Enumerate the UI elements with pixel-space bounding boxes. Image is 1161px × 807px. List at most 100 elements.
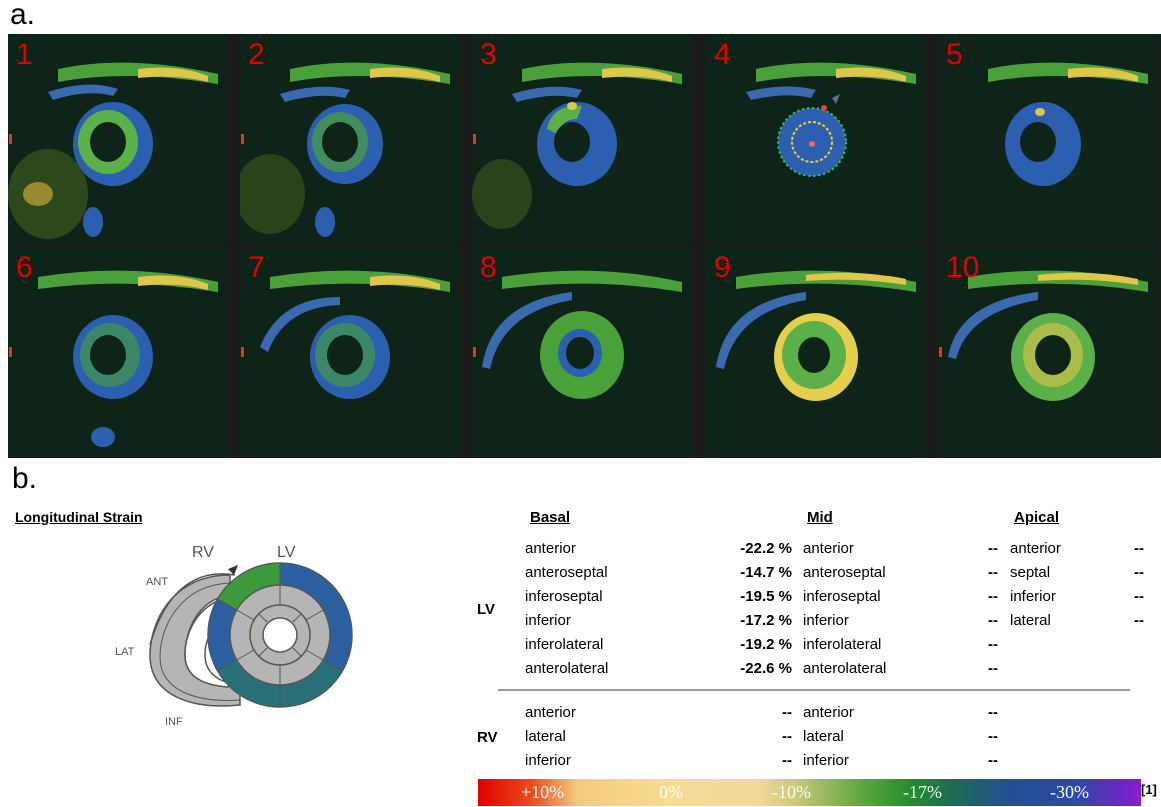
tile-number: 8 <box>480 251 497 284</box>
strain-image-7[interactable]: 7 <box>240 247 460 457</box>
tile-number: 6 <box>16 251 33 284</box>
strain-image-graphic <box>706 34 926 244</box>
rv-row-label: RV <box>477 729 498 746</box>
basal-strain-value: -- <box>782 704 792 721</box>
strain-image-9[interactable]: 9 <box>706 247 926 457</box>
tile-number: 1 <box>16 38 33 71</box>
basal-segment-name: anteroseptal <box>525 564 608 581</box>
basal-strain-value: -14.7 % <box>740 564 792 581</box>
basal-segment-name: lateral <box>525 728 566 745</box>
tile-edge-marker <box>241 134 244 144</box>
tile-number: 4 <box>714 38 731 71</box>
table-divider <box>498 689 1130 691</box>
strain-image-5[interactable]: 5 <box>938 34 1158 244</box>
apical-segment-name: anterior <box>1010 540 1061 557</box>
basal-segment-name: inferolateral <box>525 636 604 653</box>
tile-edge-marker <box>939 347 942 357</box>
bullseye-diagram: RV LV ANT LAT INF <box>115 544 353 728</box>
mid-strain-value: -- <box>988 636 998 653</box>
strain-image-8[interactable]: 8 <box>472 247 692 457</box>
apical-segment-name: lateral <box>1010 612 1051 629</box>
mid-segment-name: anteroseptal <box>803 564 886 581</box>
scale-reference: [1] <box>1141 782 1157 797</box>
rv-ant-label: ANT <box>146 576 168 588</box>
scale-label: -10% <box>772 782 811 802</box>
tile-number: 3 <box>480 38 497 71</box>
apical-strain-value: -- <box>1134 564 1144 581</box>
basal-strain-value: -19.2 % <box>740 636 792 653</box>
basal-strain-value: -22.2 % <box>740 540 792 557</box>
strain-image-3[interactable]: 3 <box>472 34 692 244</box>
rv-inf-label: INF <box>165 716 183 728</box>
strain-image-graphic <box>706 247 926 457</box>
color-scale-bar <box>478 779 1141 806</box>
strain-image-graphic <box>472 247 692 457</box>
strain-image-6[interactable]: 6 <box>8 247 228 457</box>
mid-segment-name: anterior <box>803 704 854 721</box>
strain-title: Longitudinal Strain <box>15 509 143 525</box>
strain-image-graphic <box>938 34 1158 244</box>
rv-lat-label: LAT <box>115 646 135 658</box>
header-mid: Mid <box>807 509 833 526</box>
scale-label: 0% <box>659 782 683 802</box>
strain-image-4[interactable]: 4 <box>706 34 926 244</box>
header-basal: Basal <box>530 509 571 526</box>
basal-segment-name: anterolateral <box>525 660 609 677</box>
basal-strain-value: -22.6 % <box>740 660 792 677</box>
tile-number: 10 <box>946 251 980 284</box>
image-grid: 1 2 3 <box>8 34 1161 458</box>
mid-segment-name: inferior <box>803 752 849 769</box>
tile-number: 5 <box>946 38 963 71</box>
mid-strain-value: -- <box>988 540 998 557</box>
mid-segment-name: anterolateral <box>803 660 887 677</box>
strain-image-graphic <box>240 34 460 244</box>
mid-strain-value: -- <box>988 660 998 677</box>
basal-strain-value: -- <box>782 752 792 769</box>
strain-image-1[interactable]: 1 <box>8 34 228 244</box>
apical-strain-value: -- <box>1134 612 1144 629</box>
lv-apex <box>262 617 298 653</box>
mid-segment-name: inferolateral <box>803 636 882 653</box>
strain-image-10[interactable]: 10 <box>938 247 1158 457</box>
basal-strain-value: -- <box>782 728 792 745</box>
mid-segment-name: lateral <box>803 728 844 745</box>
mid-segment-name: anterior <box>803 540 854 557</box>
strain-image-graphic <box>8 34 228 244</box>
apical-segment-name: inferior <box>1010 588 1056 605</box>
tile-number: 7 <box>248 251 265 284</box>
basal-segment-name: inferior <box>525 752 571 769</box>
tile-number: 9 <box>714 251 731 284</box>
header-apical: Apical <box>1014 509 1060 526</box>
strain-image-graphic <box>472 34 692 244</box>
apical-segment-name: septal <box>1010 564 1051 581</box>
mid-strain-value: -- <box>988 612 998 629</box>
mid-strain-value: -- <box>988 728 998 745</box>
basal-segment-name: anterior <box>525 704 576 721</box>
rv-label: RV <box>192 544 214 561</box>
tile-edge-marker <box>473 134 476 144</box>
mid-strain-value: -- <box>988 704 998 721</box>
basal-segment-name: anterior <box>525 540 576 557</box>
tile-edge-marker <box>9 134 12 144</box>
mid-strain-value: -- <box>988 564 998 581</box>
arrowhead-icon <box>228 565 238 575</box>
mid-strain-value: -- <box>988 588 998 605</box>
apical-strain-value: -- <box>1134 540 1144 557</box>
tile-edge-marker <box>473 347 476 357</box>
tile-number: 2 <box>248 38 265 71</box>
basal-segment-name: inferior <box>525 612 571 629</box>
basal-strain-value: -17.2 % <box>740 612 792 629</box>
panel-label-a: a. <box>10 0 36 31</box>
scale-label: +10% <box>521 782 565 802</box>
tile-edge-marker <box>241 347 244 357</box>
strain-image-graphic <box>8 247 228 457</box>
lv-label: LV <box>277 544 296 561</box>
mid-segment-name: inferoseptal <box>803 588 881 605</box>
strain-image-2[interactable]: 2 <box>240 34 460 244</box>
lv-row-label: LV <box>477 601 496 618</box>
strain-image-graphic <box>240 247 460 457</box>
mid-strain-value: -- <box>988 752 998 769</box>
scale-label: -30% <box>1050 782 1089 802</box>
strain-image-graphic <box>938 247 1158 457</box>
basal-segment-name: inferoseptal <box>525 588 603 605</box>
